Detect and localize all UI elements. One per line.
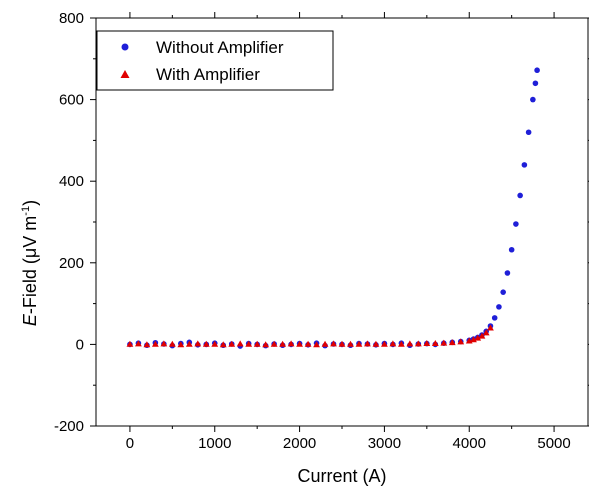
y-axis-label-superscript: -1 [20, 206, 32, 216]
data-point [321, 340, 329, 347]
data-point [474, 334, 482, 341]
data-point [414, 340, 422, 347]
data-point [448, 339, 456, 346]
legend-label-without-amplifier: Without Amplifier [156, 38, 284, 57]
y-axis-label-unit: V m [20, 216, 40, 248]
data-point [491, 315, 498, 321]
data-point [262, 341, 270, 348]
series-without-amplifier [127, 67, 540, 349]
data-point [513, 221, 519, 227]
data-point [236, 340, 244, 347]
data-point [364, 340, 371, 347]
data-point [185, 340, 193, 347]
data-point [151, 340, 159, 347]
data-point [143, 341, 151, 348]
data-point [126, 340, 134, 347]
data-point [330, 340, 337, 347]
legend-label-with-amplifier: With Amplifier [156, 65, 260, 84]
data-point [253, 340, 261, 347]
legend-marker-with-amplifier [120, 70, 130, 78]
data-point [525, 129, 532, 136]
y-axis-label: E-Field (μV m-1) [20, 200, 40, 326]
data-point [440, 339, 448, 346]
data-point [160, 340, 168, 347]
data-point [381, 340, 388, 347]
data-point [168, 340, 176, 347]
data-point [338, 340, 346, 347]
data-point [313, 341, 320, 348]
data-point [287, 340, 295, 347]
data-point [347, 340, 354, 347]
data-point [211, 340, 219, 347]
y-axis-label-mu: μ [20, 248, 40, 258]
data-point [194, 340, 202, 347]
data-point [406, 340, 414, 347]
x-tick-label: 0 [126, 435, 134, 452]
data-point [372, 340, 380, 347]
legend: Without Amplifier With Amplifier [96, 30, 334, 91]
data-point [245, 340, 253, 347]
data-point [517, 192, 523, 199]
data-point [470, 336, 477, 343]
data-point [389, 340, 397, 347]
data-point [534, 67, 540, 74]
y-axis-label-italic: E [20, 313, 40, 326]
x-tick-label: 1000 [198, 435, 231, 452]
data-point [521, 162, 528, 168]
legend-box [96, 30, 334, 91]
x-tick-label: 3000 [368, 435, 401, 452]
data-point [508, 246, 515, 253]
plot-frame [95, 17, 589, 427]
data-point [423, 339, 431, 346]
data-point [279, 340, 287, 347]
data-point [355, 340, 363, 347]
x-tick-label: 2000 [283, 435, 316, 452]
y-tick-label: 800 [59, 10, 84, 27]
data-point [431, 339, 439, 346]
data-point [487, 324, 494, 331]
x-tick-label: 5000 [537, 435, 570, 452]
y-tick-label: 0 [76, 336, 84, 353]
tick-labels: 0 1000 2000 3000 4000 5000 -200 0 200 400 600 800 [54, 10, 571, 452]
data-point [496, 304, 502, 310]
series-with-amplifier [126, 324, 494, 348]
data-point [482, 329, 490, 336]
y-tick-label: 400 [59, 173, 84, 190]
y-tick-label: 600 [59, 92, 84, 109]
y-tick-label: 200 [59, 255, 84, 272]
data-point [270, 340, 278, 347]
y-axis-label-close: ) [20, 200, 40, 206]
data-point [532, 80, 539, 87]
data-point [397, 340, 405, 347]
y-axis-label-text: -Field ( [20, 258, 40, 314]
data-point [530, 96, 536, 103]
data-point [202, 340, 210, 347]
data-point [478, 332, 486, 339]
y-tick-label: -200 [54, 418, 84, 435]
data-point [177, 341, 185, 348]
data-point [228, 340, 236, 347]
data-point [304, 340, 312, 347]
x-axis-label: Current (A) [297, 466, 386, 486]
data-point [219, 341, 227, 348]
data-point [135, 340, 142, 347]
data-point [504, 270, 511, 276]
data-point [457, 338, 465, 345]
x-tick-label: 4000 [453, 435, 486, 452]
data-point [500, 289, 506, 295]
data-point [296, 340, 303, 347]
legend-marker-without-amplifier [121, 43, 129, 51]
